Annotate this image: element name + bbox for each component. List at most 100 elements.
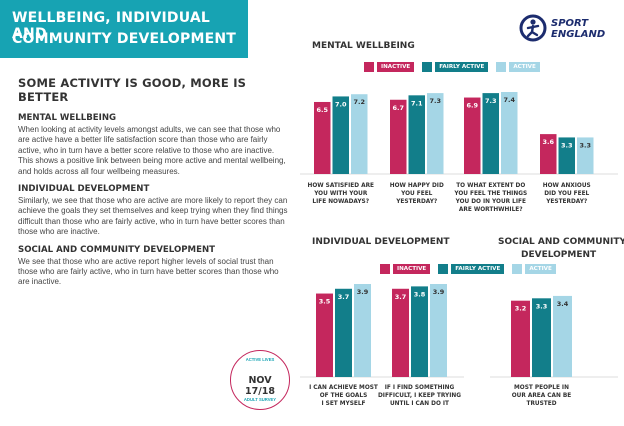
bar-active-0 [351, 94, 368, 174]
category-label-3-line1: DID YOU FEEL [544, 191, 589, 197]
badge-top-text: ACTIVE LIVES [245, 357, 275, 362]
legend-item-inactive: INACTIVE [364, 62, 415, 72]
data-label-active-0: 3.4 [557, 300, 569, 308]
bar-inactive-0 [314, 101, 331, 174]
category-label-0-line0: HOW SATISFIED ARE [307, 183, 374, 189]
chart-title-social-community-line2: DEVELOPMENT [521, 250, 597, 260]
category-label-0-line2: I SET MYSELF [321, 401, 365, 407]
legend-label-active: ACTIVE [509, 62, 540, 72]
bar-fairly-active-2 [482, 93, 499, 174]
data-label-fairly-active-1: 3.8 [414, 290, 426, 298]
bar-fairly-active-0 [532, 298, 551, 377]
legend-label-inactive-2: INACTIVE [393, 264, 431, 274]
category-label-2-line0: TO WHAT EXTENT DO [456, 183, 525, 189]
legend-item-active-2: ACTIVE [512, 264, 556, 274]
data-label-active-1: 7.3 [429, 97, 441, 105]
category-label-0-line2: LIFE NOWADAYS? [312, 199, 369, 205]
data-label-active-3: 3.3 [579, 141, 591, 149]
chart-mental-wellbeing: 6.5 7.0 7.2 HOW SATISFIED ARE YOU WITH YOUR L… [300, 92, 618, 213]
badge-date: NOV 17/18 [233, 375, 287, 397]
legend-item-active: ACTIVE [496, 62, 540, 72]
data-label-fairly-active-0: 3.3 [536, 302, 548, 310]
data-label-inactive-1: 3.7 [395, 293, 407, 301]
legend-item-fairly-active-2: FAIRLY ACTIVE [438, 264, 505, 274]
legend-swatch-inactive [364, 62, 374, 72]
category-label-0-line1: OUR AREA CAN BE [512, 393, 572, 399]
data-label-active-0: 7.2 [353, 98, 365, 106]
legend-mental-wellbeing: INACTIVE FAIRLY ACTIVE ACTIVE [364, 62, 548, 72]
chart-social-community: 3.2 3.3 3.4 MOST PEOPLE IN OUR AREA CAN BE TR… [490, 295, 618, 407]
legend-swatch-fairly-active [422, 62, 433, 72]
header-band: WELLBEING, INDIVIDUAL AND COMMUNITY DEVE… [0, 0, 248, 58]
bar-inactive-3 [540, 134, 557, 174]
category-label-1-line0: HOW HAPPY DID [390, 183, 444, 189]
bar-active-0 [553, 295, 572, 377]
social-community-text: We see that those who are active report … [18, 256, 279, 287]
data-label-fairly-active-0: 3.7 [338, 293, 350, 301]
data-label-inactive-0: 3.2 [515, 305, 527, 313]
legend-label-active-2: ACTIVE [525, 264, 556, 274]
bar-active-1 [427, 93, 444, 174]
individual-development-text: Similarly, we see that those who are act… [18, 196, 288, 237]
category-label-2-line3: ARE WORTHWHILE? [459, 207, 523, 213]
data-label-fairly-active-2: 7.3 [485, 97, 497, 105]
data-label-fairly-active-1: 7.1 [411, 99, 423, 107]
section-heading: SOME ACTIVITY IS GOOD, MORE IS BETTER [18, 76, 247, 104]
bar-fairly-active-0 [335, 288, 352, 377]
bar-inactive-2 [464, 97, 481, 174]
bar-fairly-active-0 [332, 96, 349, 174]
legend-item-fairly-active: FAIRLY ACTIVE [422, 62, 489, 72]
badge-bottom-text: ADULT SURVEY [243, 397, 277, 402]
badge-ring [230, 350, 290, 410]
category-label-3-line0: HOW ANXIOUS [543, 183, 591, 189]
bar-inactive-0 [511, 300, 530, 377]
legend-swatch-active [496, 62, 507, 72]
bar-active-1 [430, 284, 447, 377]
legend-swatch-fairly-active-2 [438, 264, 449, 274]
category-label-2-line1: YOU FEEL THE THINGS [453, 191, 527, 197]
bar-active-3 [577, 137, 594, 174]
category-label-1-line2: UNTIL I CAN DO IT [390, 401, 449, 407]
category-label-1-line0: IF I FIND SOMETHING [385, 385, 455, 391]
bar-fairly-active-3 [558, 137, 575, 174]
logo-text-england: ENGLAND [551, 29, 606, 40]
page-title-line2: COMMUNITY DEVELOPMENT [12, 31, 237, 47]
category-label-0-line0: I CAN ACHIEVE MOST [309, 385, 378, 391]
bar-inactive-0 [316, 293, 333, 377]
chart-individual-development: 3.5 3.7 3.9 I CAN ACHIEVE MOST OF THE GOALS I… [300, 284, 464, 407]
legend-development: INACTIVE FAIRLY ACTIVE ACTIVE [380, 264, 564, 274]
category-label-0-line2: TRUSTED [526, 401, 556, 407]
legend-swatch-inactive-2 [380, 264, 390, 274]
bar-active-2 [501, 92, 518, 174]
mental-wellbeing-heading: MENTAL WELLBEING [18, 113, 117, 123]
category-label-0-line1: OF THE GOALS [320, 393, 368, 399]
legend-item-inactive-2: INACTIVE [380, 264, 431, 274]
legend-label-inactive: INACTIVE [377, 62, 415, 72]
data-label-fairly-active-0: 7.0 [335, 100, 347, 108]
data-label-fairly-active-3: 3.3 [561, 141, 573, 149]
individual-development-heading: INDIVIDUAL DEVELOPMENT [18, 184, 150, 195]
chart-title-mental-wellbeing: MENTAL WELLBEING [312, 41, 415, 51]
mental-wellbeing-text: When looking at activity levels amongst … [18, 125, 286, 176]
category-label-3-line2: YESTERDAY? [545, 199, 587, 205]
data-label-active-0: 3.9 [357, 288, 369, 296]
data-label-inactive-1: 6.7 [392, 104, 404, 112]
logo-text-sport: SPORT [551, 18, 589, 29]
data-label-active-1: 3.9 [433, 288, 445, 296]
category-label-1-line2: YESTERDAY? [395, 199, 437, 205]
data-label-active-2: 7.4 [503, 96, 515, 104]
category-label-1-line1: DIFFICULT, I KEEP TRYING [378, 393, 461, 399]
sport-england-figure-icon [519, 14, 547, 42]
category-label-1-line1: YOU FEEL [400, 191, 433, 197]
page-title-line1: WELLBEING, INDIVIDUAL AND [12, 10, 211, 42]
social-community-heading: SOCIAL AND COMMUNITY DEVELOPMENT [18, 244, 216, 255]
legend-swatch-active-2 [512, 264, 523, 274]
category-label-0-line0: MOST PEOPLE IN [514, 385, 569, 391]
active-lives-badge: ACTIVE LIVES NOV 17/18 ADULT SURVEY [230, 350, 290, 410]
chart-title-social-community-line1: SOCIAL AND COMMUNITY [498, 237, 624, 247]
bar-fairly-active-1 [411, 286, 428, 377]
data-label-inactive-0: 6.5 [316, 106, 328, 114]
chart-title-individual-development: INDIVIDUAL DEVELOPMENT [312, 237, 450, 247]
sport-england-logo: SPORT ENGLAND [519, 14, 619, 44]
legend-label-fairly-active: FAIRLY ACTIVE [435, 62, 489, 72]
